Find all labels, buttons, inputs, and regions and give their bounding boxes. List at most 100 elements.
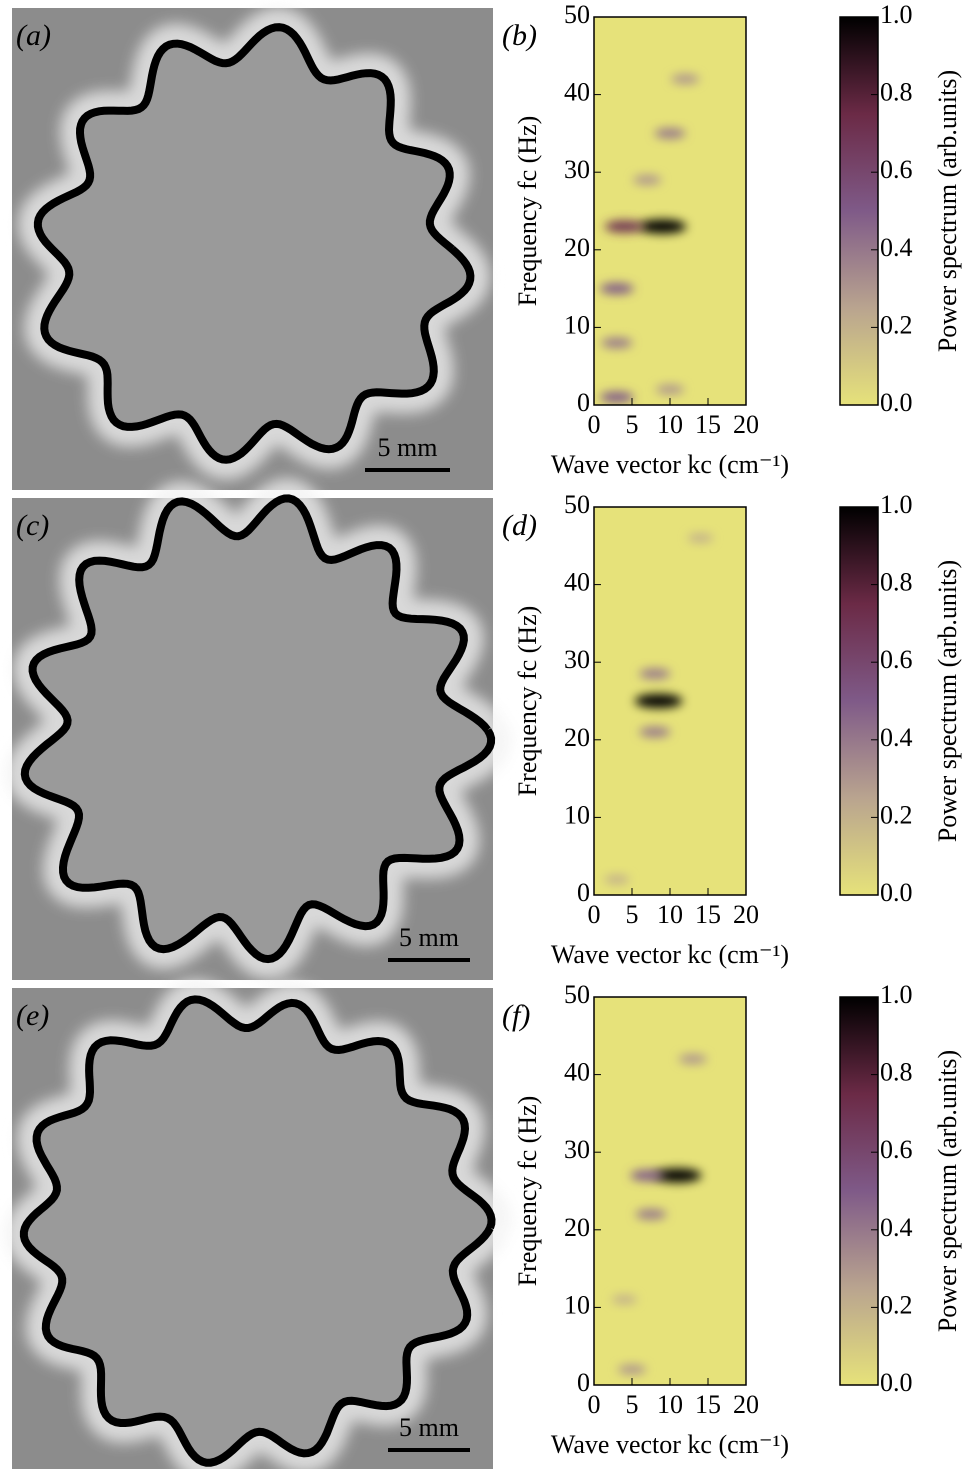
plot-background (594, 997, 746, 1385)
heat-spot (635, 1209, 667, 1220)
y-tick-label: 40 (564, 568, 590, 597)
photo-panel (3, 979, 512, 1469)
colorbar (839, 506, 879, 896)
y-tick-label: 10 (564, 800, 590, 829)
heat-spot (611, 1295, 638, 1305)
heat-spot (655, 384, 685, 395)
colorbar-tick-label: 0.8 (880, 1058, 913, 1087)
y-axis-label: Frequency fc (Hz) (513, 606, 542, 797)
x-tick-label: 5 (626, 1390, 639, 1419)
colorbar-tick-label: 0.6 (880, 1135, 913, 1164)
colorbar-tick-label: 1.0 (880, 980, 913, 1009)
x-tick-label: 10 (657, 900, 683, 929)
colorbar (839, 16, 879, 406)
colorbar-tick-label: 1.0 (880, 490, 913, 519)
heat-spot (604, 220, 645, 233)
photo-panel (12, 7, 493, 490)
colorbar-label: Power spectrum (arb.units) (933, 70, 962, 352)
colorbar-tick-label: 0.2 (880, 800, 913, 829)
x-tick-label: 15 (695, 900, 721, 929)
colorbar-tick-label: 0.2 (880, 310, 913, 339)
colorbar-tick-label: 0.0 (880, 388, 913, 417)
colorbar-tick-label: 0.4 (880, 1213, 913, 1242)
heatmap (599, 74, 700, 403)
y-axis-label: Frequency fc (Hz) (513, 1096, 542, 1287)
droplet (20, 494, 496, 964)
panel-label: (c) (16, 509, 49, 542)
panel-label: (f) (502, 999, 530, 1032)
colorbar-tick-label: 0.2 (880, 1290, 913, 1319)
heatmap (604, 533, 714, 885)
y-tick-label: 30 (564, 645, 590, 674)
scale-bar-label: 5 mm (399, 923, 459, 952)
y-tick-label: 10 (564, 1290, 590, 1319)
x-tick-label: 5 (626, 410, 639, 439)
x-tick-label: 0 (588, 900, 601, 929)
heat-spot (599, 391, 634, 403)
y-tick-label: 40 (564, 1058, 590, 1087)
y-tick-label: 0 (577, 388, 590, 417)
colorbar-tick-label: 0.6 (880, 645, 913, 674)
y-tick-label: 50 (564, 980, 590, 1009)
x-tick-label: 15 (695, 1390, 721, 1419)
heat-spot (687, 533, 714, 543)
photo-panel (4, 478, 512, 980)
x-tick-label: 0 (588, 1390, 601, 1419)
colorbar-tick-label: 0.8 (880, 568, 913, 597)
heatmap (611, 1054, 707, 1375)
y-tick-label: 30 (564, 155, 590, 184)
x-axis-label: Wave vector kc (cm⁻¹) (551, 1430, 789, 1459)
colorbar-tick-label: 0.4 (880, 233, 913, 262)
x-tick-label: 10 (657, 1390, 683, 1419)
heat-spot (653, 1168, 702, 1183)
y-tick-label: 40 (564, 78, 590, 107)
colorbar-tick-label: 0.0 (880, 1368, 913, 1397)
x-tick-label: 0 (588, 410, 601, 439)
heat-spot (654, 128, 686, 139)
scale-bar-label: 5 mm (399, 1413, 459, 1442)
y-tick-label: 0 (577, 878, 590, 907)
y-tick-label: 20 (564, 1213, 590, 1242)
y-tick-label: 50 (564, 490, 590, 519)
y-axis-label: Frequency fc (Hz) (513, 116, 542, 307)
x-tick-label: 15 (695, 410, 721, 439)
heat-spot (639, 668, 671, 680)
heat-spot (678, 1054, 707, 1064)
x-tick-label: 20 (733, 410, 759, 439)
y-tick-label: 0 (577, 1368, 590, 1397)
colorbar-tick-label: 1.0 (880, 0, 913, 29)
y-tick-label: 20 (564, 723, 590, 752)
y-tick-label: 50 (564, 0, 590, 29)
heat-spot (638, 219, 687, 234)
x-tick-label: 20 (733, 1390, 759, 1419)
heat-spot (633, 175, 662, 185)
heat-spot (671, 74, 700, 84)
panel-label: (d) (502, 509, 537, 542)
x-tick-label: 20 (733, 900, 759, 929)
x-tick-label: 10 (657, 410, 683, 439)
heat-spot (617, 1364, 647, 1375)
droplet (19, 995, 496, 1467)
panel-label: (b) (502, 19, 537, 52)
x-tick-label: 5 (626, 900, 639, 929)
scale-bar-label: 5 mm (378, 433, 438, 462)
colorbar-tick-label: 0.8 (880, 78, 913, 107)
colorbar-label: Power spectrum (arb.units) (933, 560, 962, 842)
colorbar-label: Power spectrum (arb.units) (933, 1050, 962, 1332)
colorbar-tick-label: 0.4 (880, 723, 913, 752)
heat-spot (604, 874, 630, 885)
heat-spot (630, 1169, 665, 1181)
panel-label: (a) (16, 19, 51, 52)
y-tick-label: 10 (564, 310, 590, 339)
x-axis-label: Wave vector kc (cm⁻¹) (551, 450, 789, 479)
panel-label: (e) (16, 999, 49, 1032)
y-tick-label: 30 (564, 1135, 590, 1164)
heat-spot (601, 337, 633, 349)
colorbar (839, 996, 879, 1386)
heat-spot (599, 283, 634, 295)
colorbar-tick-label: 0.0 (880, 878, 913, 907)
droplet (33, 23, 475, 464)
heat-spot (639, 726, 671, 738)
